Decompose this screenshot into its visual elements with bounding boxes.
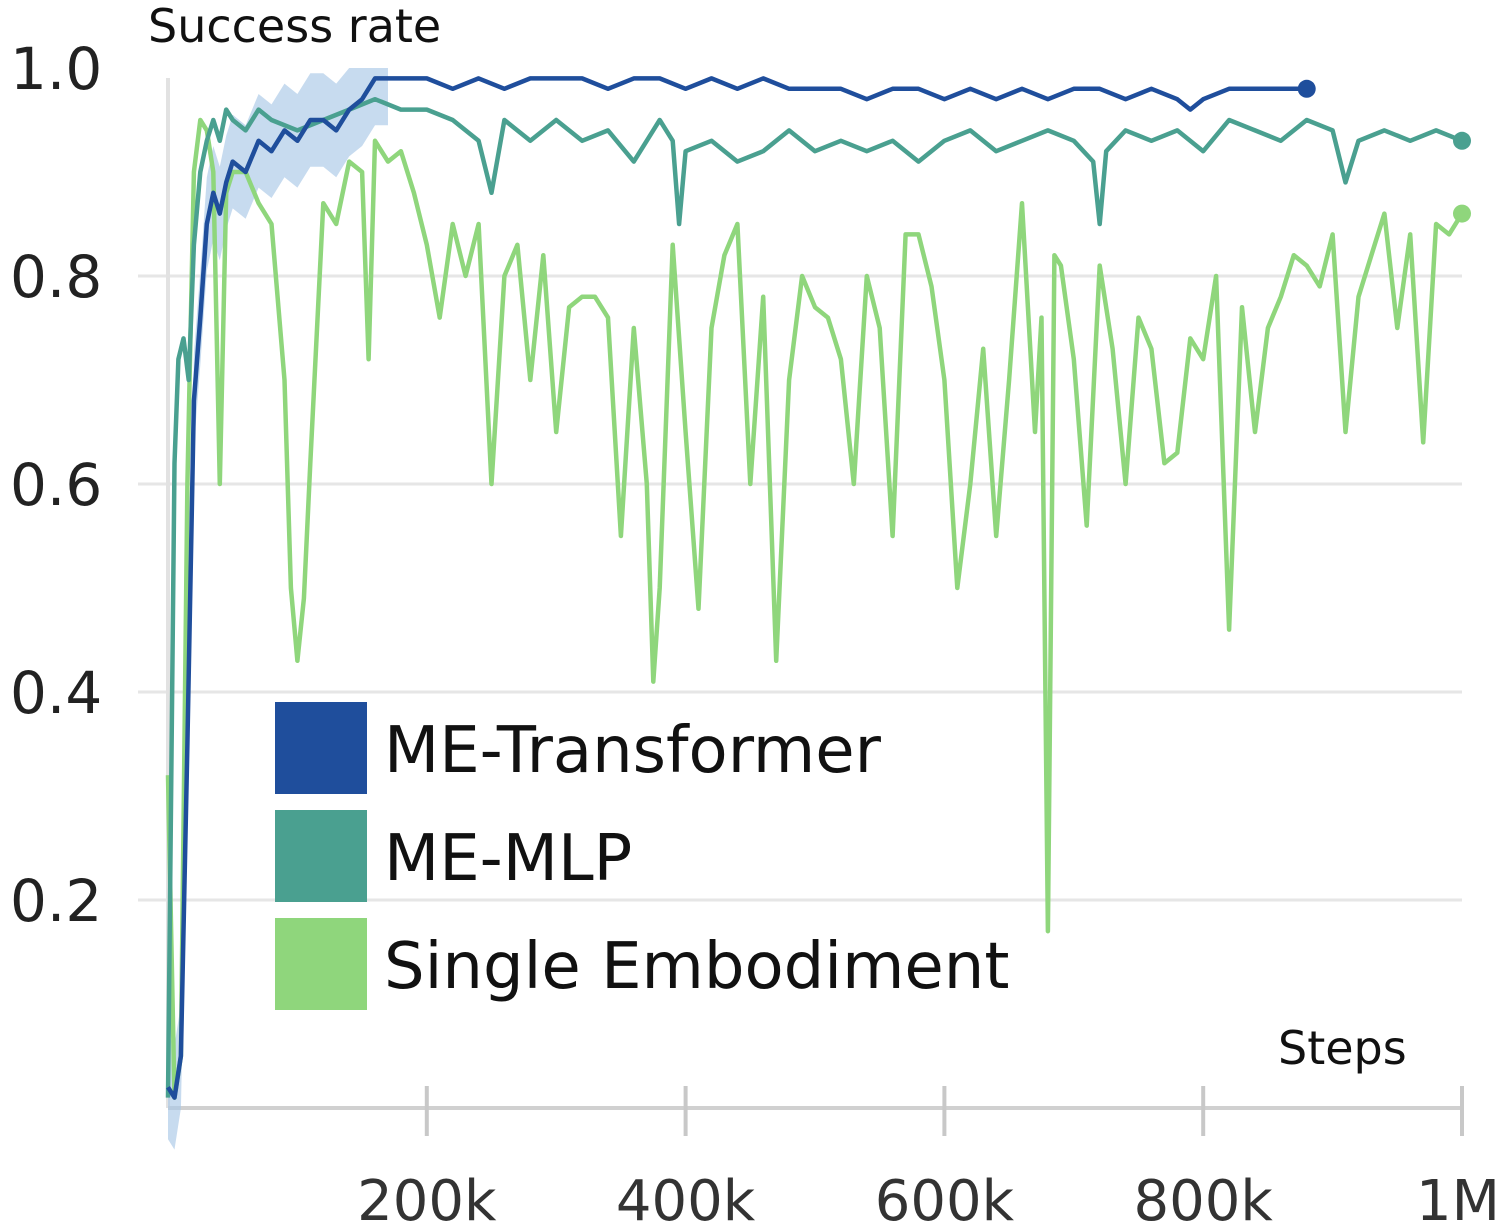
legend-label: ME-MLP bbox=[384, 822, 632, 896]
tick-labels: 0.2 0.4 0.6 0.8 1.0 200k 400k 600k 800k 1M bbox=[10, 35, 1500, 1232]
y-tick-label: 0.8 bbox=[10, 243, 102, 311]
series-line bbox=[166, 76, 1307, 1100]
series-line bbox=[165, 117, 1464, 1100]
x-tick-label: 400k bbox=[616, 1169, 756, 1232]
x-axis-title: Steps bbox=[1278, 1021, 1407, 1075]
x-tick-label: 200k bbox=[357, 1169, 497, 1232]
legend-swatch bbox=[275, 702, 367, 794]
y-tick-label: 0.4 bbox=[10, 659, 102, 727]
legend: ME-Transformer ME-MLP Single Embodiment bbox=[275, 702, 1009, 1010]
legend-swatch bbox=[275, 918, 367, 1010]
y-tick-label: 0.6 bbox=[10, 451, 102, 519]
legend-swatch bbox=[275, 810, 367, 902]
series-line bbox=[165, 96, 1463, 1098]
series-lines bbox=[165, 76, 1471, 1100]
x-tick-label: 800k bbox=[1134, 1169, 1274, 1232]
y-axis-title: Success rate bbox=[148, 0, 441, 53]
x-tick-label: 600k bbox=[875, 1169, 1015, 1232]
y-tick-label: 0.2 bbox=[10, 867, 102, 935]
x-tick-label: 1M bbox=[1416, 1169, 1500, 1232]
legend-label: Single Embodiment bbox=[384, 930, 1009, 1004]
series-end-marker bbox=[1453, 204, 1471, 223]
series-end-marker bbox=[1453, 131, 1471, 150]
series-end-marker bbox=[1297, 79, 1316, 98]
legend-label: ME-Transformer bbox=[384, 714, 882, 788]
y-tick-label: 1.0 bbox=[10, 35, 102, 103]
